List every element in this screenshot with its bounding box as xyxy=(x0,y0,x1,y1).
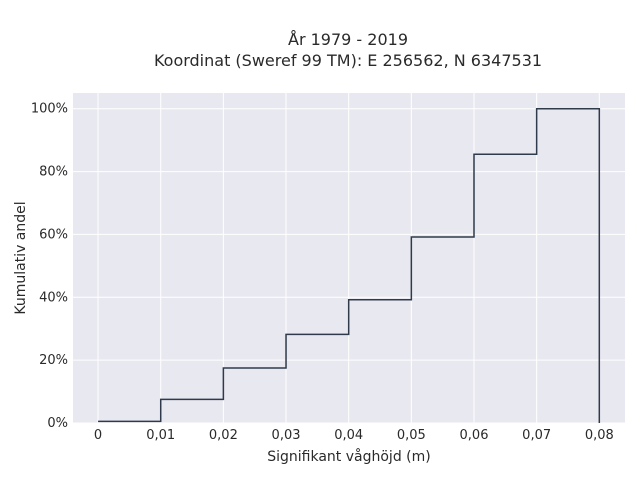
y-tick-label: 60% xyxy=(39,227,68,242)
x-tick-label: 0,07 xyxy=(522,428,551,443)
y-tick-label: 0% xyxy=(47,416,68,431)
y-tick-label: 80% xyxy=(39,165,68,180)
x-tick-label: 0,05 xyxy=(397,428,426,443)
y-tick-label: 40% xyxy=(39,290,68,305)
chart-title-line-1: År 1979 - 2019 xyxy=(288,30,408,49)
x-tick-label: 0,01 xyxy=(146,428,175,443)
y-axis-title: Kumulativ andel xyxy=(13,201,29,314)
x-tick-label: 0,02 xyxy=(209,428,238,443)
cumulative-step-line xyxy=(98,107,601,423)
y-tick-label: 100% xyxy=(31,102,68,117)
x-tick-label: 0,04 xyxy=(334,428,363,443)
x-tick-label: 0 xyxy=(94,428,102,443)
x-tick-label: 0,06 xyxy=(460,428,489,443)
x-tick-label: 0,03 xyxy=(272,428,301,443)
y-tick-label: 20% xyxy=(39,353,68,368)
chart-title-line-2: Koordinat (Sweref 99 TM): E 256562, N 63… xyxy=(154,51,542,70)
x-tick-label: 0,08 xyxy=(585,428,614,443)
x-axis-title: Signifikant våghöjd (m) xyxy=(267,448,430,465)
tick-labels: 0 0,01 0,02 0,03 0,04 0,05 0,06 0,07 0,08 0% 20% 40… xyxy=(31,102,614,443)
